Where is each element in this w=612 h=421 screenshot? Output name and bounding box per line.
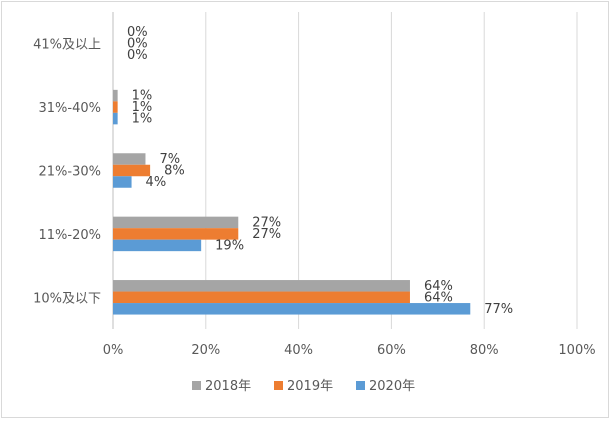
data-label: 64% [424,290,453,305]
legend-swatch [192,381,201,390]
category-label: 11%-20% [39,228,101,243]
data-label: 1% [132,89,153,104]
category-label: 21%-30% [39,165,101,180]
x-tick-label: 60% [377,343,406,358]
data-label: 64% [424,279,453,294]
bar-2020年 [113,176,132,188]
data-label: 27% [252,227,281,242]
bar-2020年 [113,112,118,125]
data-label: 4% [146,175,167,190]
data-label: 27% [252,215,281,230]
x-tick-label: 80% [470,343,499,358]
legend-label: 2020年 [369,379,415,394]
data-label: 77% [484,302,513,317]
legend-label: 2019年 [287,379,333,394]
bar-2018年 [113,280,410,292]
bar-2019年 [113,164,151,177]
bar-2018年 [113,89,118,102]
x-tick-label: 20% [191,343,220,358]
bar-2019年 [113,101,118,113]
bar-2018年 [113,153,146,165]
bar-2020年 [113,303,471,315]
data-label: 7% [159,152,180,167]
x-tick-label: 0% [103,343,124,358]
category-label: 10%及以下 [33,291,101,306]
legend-label: 2018年 [205,379,251,394]
bar-2019年 [113,228,239,240]
category-label: 31%-40% [39,101,101,116]
category-label: 41%及以上 [33,38,101,53]
data-label: 0% [127,37,148,52]
data-label: 19% [215,238,244,253]
data-label: 1% [132,112,153,127]
data-label: 8% [164,164,185,179]
bar-2020年 [113,239,202,252]
bar-2019年 [113,291,410,304]
x-tick-label: 40% [284,343,313,358]
legend-swatch [274,381,283,390]
bar-2018年 [113,216,239,229]
data-label: 1% [132,100,153,115]
data-label: 0% [127,25,148,40]
x-tick-label: 100% [558,343,595,358]
data-label: 0% [127,48,148,63]
legend-swatch [356,381,365,390]
